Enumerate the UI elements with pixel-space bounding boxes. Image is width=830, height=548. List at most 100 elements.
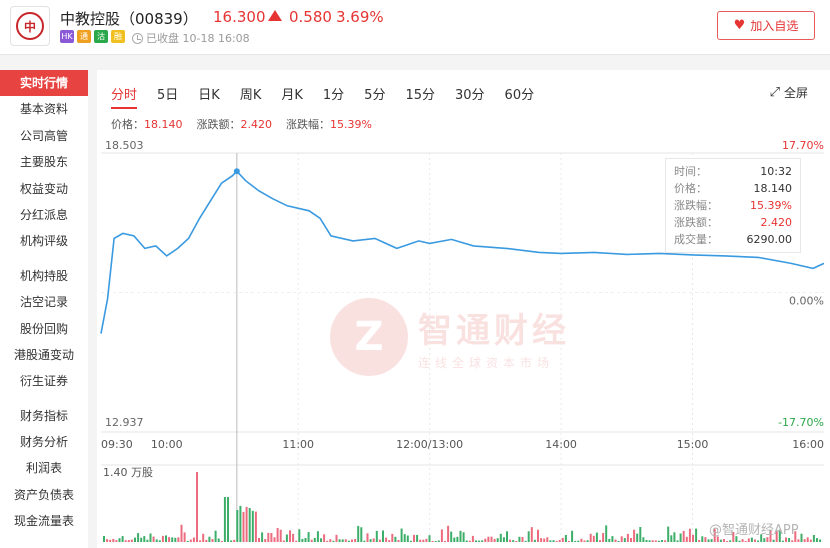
- tab-30min[interactable]: 30分: [455, 88, 485, 103]
- tab-daily[interactable]: 日K: [198, 88, 220, 103]
- sidebar-item-equity-changes[interactable]: 权益变动: [19, 181, 68, 196]
- sidebar-item-fin-analysis[interactable]: 财务分析: [19, 435, 68, 450]
- volume-bar: [819, 539, 822, 542]
- volume-bar: [292, 533, 295, 542]
- volume-bar: [797, 539, 800, 542]
- volume-bar: [738, 540, 741, 542]
- sidebar-item-cash-flow[interactable]: 现金流量表: [13, 514, 74, 529]
- volume-bar: [747, 538, 750, 542]
- volume-bar: [710, 539, 713, 542]
- volume-bar: [223, 497, 226, 542]
- sidebar-item-income-statement[interactable]: 利润表: [25, 461, 62, 476]
- volume-bar: [335, 534, 338, 542]
- volume-bar: [772, 539, 775, 542]
- tooltip-change-value: 2.420: [760, 216, 793, 229]
- volume-bar: [555, 540, 558, 542]
- volume-bar: [471, 535, 474, 542]
- sidebar-item-derivatives[interactable]: 衍生证券: [19, 374, 68, 389]
- volume-bar: [732, 532, 735, 542]
- x-tick-label: 15:00: [677, 438, 709, 451]
- volume-bar: [422, 539, 425, 542]
- volume-bar: [245, 506, 248, 542]
- intraday-chart[interactable]: 18.503 12.937 17.70% 0.00% -17.70% 09:30 10:00…: [97, 70, 830, 548]
- volume-bar: [152, 536, 155, 542]
- volume-bar: [220, 541, 223, 542]
- volume-bar: [599, 540, 601, 542]
- crosshair-dot: [233, 168, 240, 175]
- stock-header: 中 中教控股（00839） 16.300 0.580 3.69% HK 通 沽 …: [0, 0, 830, 55]
- volume-bar: [781, 540, 784, 542]
- stock-name: 中教控股（00839）: [60, 10, 198, 28]
- volume-bar: [270, 533, 273, 542]
- volume-bar: [310, 539, 313, 542]
- volume-bar: [124, 540, 127, 542]
- volume-bar: [227, 497, 229, 542]
- volume-bar: [323, 534, 326, 542]
- tab-weekly[interactable]: 周K: [239, 88, 262, 103]
- volume-bar: [261, 532, 264, 542]
- sidebar-item-dividends[interactable]: 分红派息: [19, 207, 68, 222]
- volume-bar: [155, 539, 158, 542]
- volume-bar: [623, 538, 626, 542]
- volume-bar: [106, 539, 109, 542]
- volume-bar: [568, 541, 570, 542]
- fullscreen-button[interactable]: ⤢ 全屏: [770, 84, 808, 101]
- volume-bar: [481, 540, 484, 542]
- volume-bar: [130, 539, 133, 542]
- volume-bar: [704, 537, 707, 542]
- volume-bar: [475, 540, 477, 542]
- sidebar-item-fin-indicators[interactable]: 财务指标: [19, 408, 68, 423]
- volume-bar: [809, 539, 812, 542]
- volume-bar: [577, 540, 580, 542]
- sidebar-item-ratings[interactable]: 机构评级: [19, 234, 68, 249]
- tab-5min[interactable]: 5分: [364, 88, 386, 103]
- volume-bar: [326, 540, 329, 542]
- volume-bar: [630, 538, 632, 542]
- volume-bar: [239, 505, 242, 542]
- volume-bar: [540, 538, 543, 542]
- volume-bar: [391, 533, 394, 542]
- sidebar-item-buyback[interactable]: 股份回购: [19, 321, 68, 336]
- volume-bar: [533, 539, 536, 542]
- volume-bar: [626, 533, 629, 542]
- volume-bar: [214, 530, 217, 542]
- tab-60min[interactable]: 60分: [504, 88, 535, 103]
- volume-bar: [211, 539, 214, 542]
- tab-5day[interactable]: 5日: [157, 88, 179, 103]
- info-price-value: 18.140: [144, 118, 183, 131]
- tooltip-time-value: 10:32: [760, 165, 792, 178]
- tab-monthly[interactable]: 月K: [281, 88, 303, 103]
- sidebar-item-short-selling[interactable]: 沽空记录: [19, 295, 68, 310]
- volume-bar: [766, 537, 769, 542]
- volume-bar: [527, 531, 530, 542]
- tab-intraday[interactable]: 分时: [111, 84, 138, 109]
- volume-bar: [496, 538, 499, 542]
- volume-bar: [676, 540, 679, 542]
- sidebar-item-shareholders[interactable]: 主要股东: [19, 155, 68, 170]
- y-tick-max: 18.503: [105, 139, 144, 152]
- current-price: 16.300: [213, 8, 266, 26]
- volume-bar: [490, 536, 493, 542]
- volume-bar: [456, 536, 459, 542]
- tooltip-price-value: 18.140: [753, 182, 793, 195]
- pct-tick-min: -17.70%: [778, 416, 824, 429]
- tab-1min[interactable]: 1分: [322, 88, 345, 103]
- volume-bar: [620, 536, 623, 542]
- sidebar-item-executives[interactable]: 公司高管: [19, 128, 68, 143]
- sidebar-item-connect-changes[interactable]: 港股通变动: [13, 347, 74, 362]
- tab-15min[interactable]: 15分: [405, 88, 435, 103]
- volume-bar: [285, 534, 288, 542]
- company-logo: 中: [10, 6, 50, 46]
- add-watchlist-button[interactable]: ♥ 加入自选: [717, 11, 815, 40]
- volume-bar: [344, 539, 347, 542]
- sidebar-item-institutional[interactable]: 机构持股: [19, 268, 68, 283]
- sidebar-item-balance-sheet[interactable]: 资产负债表: [13, 487, 74, 502]
- sidebar-item-realtime[interactable]: 实时行情: [0, 70, 88, 97]
- sidebar-item-profile[interactable]: 基本资料: [19, 102, 68, 117]
- volume-bar: [236, 510, 239, 542]
- volume-bar: [530, 527, 533, 542]
- volume-bar: [140, 537, 143, 542]
- crosshair-tooltip: 时间： 10:32 价格： 18.140 涨跌幅： 15.39% 涨跌额： 2.420 …: [665, 158, 801, 253]
- y-tick-min: 12.937: [105, 416, 144, 429]
- volume-bar: [543, 538, 546, 542]
